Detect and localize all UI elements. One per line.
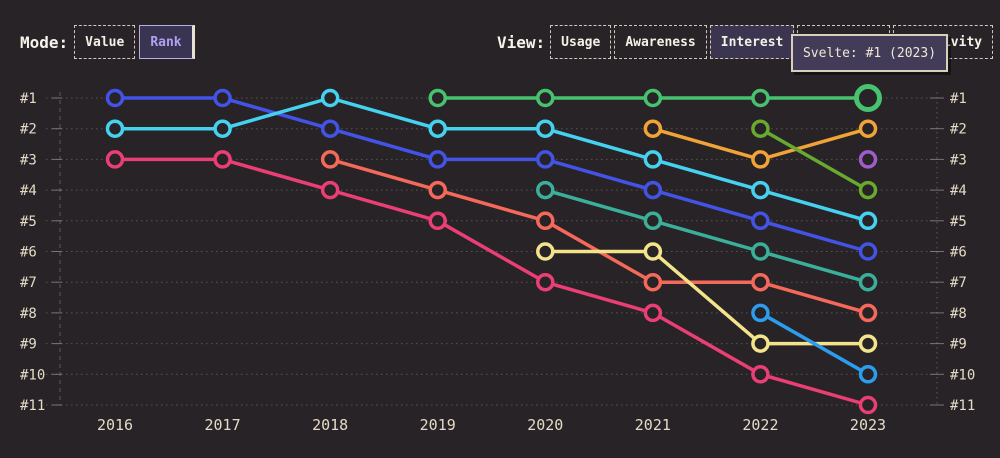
marker-salmon-2021[interactable]	[643, 272, 663, 292]
marker-blue-2022[interactable]	[751, 211, 770, 231]
rank-label-right: #2	[950, 122, 967, 138]
view-usage-button[interactable]: Usage	[550, 25, 612, 59]
marker-grass-green-2023[interactable]	[858, 180, 878, 200]
year-label: 2020	[527, 416, 563, 434]
rank-label-right: #4	[950, 183, 967, 199]
series-line-pink	[113, 157, 870, 407]
view-interest-button[interactable]: Interest	[709, 25, 795, 59]
rank-label-right: #7	[950, 275, 967, 291]
marker-yellow-2023[interactable]	[858, 334, 878, 353]
mode-label: Mode:	[20, 32, 69, 52]
rank-label-right: #10	[950, 367, 975, 383]
marker-pink-2018[interactable]	[320, 180, 340, 200]
marker-blue-2023[interactable]	[858, 242, 878, 261]
rank-label-right: #9	[950, 337, 967, 353]
rank-label-left: #7	[20, 275, 37, 291]
year-label: 2016	[97, 416, 133, 434]
marker-cyan-2022[interactable]	[751, 180, 770, 200]
rank-label-left: #11	[20, 398, 45, 414]
marker-pink-2020[interactable]	[536, 272, 555, 292]
rank-label-right: #11	[950, 398, 975, 414]
marker-salmon-2023[interactable]	[858, 303, 878, 323]
marker-yellow-2021[interactable]	[643, 242, 663, 261]
marker-cyan-2018[interactable]	[320, 88, 340, 108]
mode-toggle-group: Mode: Value Rank	[20, 25, 195, 59]
tooltip-text: Svelte: #1 (2023)	[802, 45, 937, 61]
marker-cyan-2023[interactable]	[858, 211, 878, 231]
rank-label-left: #2	[20, 122, 37, 138]
rank-label-right: #6	[950, 245, 967, 261]
rank-label-left: #5	[20, 214, 37, 230]
rank-label-right: #3	[950, 152, 967, 168]
year-label: 2017	[205, 416, 241, 434]
mode-value-button[interactable]: Value	[74, 25, 136, 59]
marker-teal-2021[interactable]	[643, 211, 663, 231]
marker-orange-2022[interactable]	[751, 150, 770, 169]
year-label: 2023	[850, 416, 886, 434]
marker-cyan-2017[interactable]	[213, 119, 232, 138]
rank-label-left: #4	[20, 183, 37, 199]
marker-teal-2023[interactable]	[858, 272, 878, 292]
marker-salmon-2022[interactable]	[751, 272, 770, 292]
year-label: 2021	[635, 416, 671, 434]
rank-label-left: #3	[20, 152, 37, 168]
series-line-teal	[543, 188, 870, 284]
view-awareness-button[interactable]: Awareness	[614, 25, 707, 59]
marker-svelte-green-2023[interactable]	[853, 84, 882, 112]
marker-blue-2016[interactable]	[105, 88, 125, 108]
marker-blue-2021[interactable]	[643, 180, 663, 200]
year-label: 2018	[312, 416, 348, 434]
marker-purple-2023[interactable]	[858, 150, 878, 169]
marker-blue-2020[interactable]	[536, 150, 555, 169]
rank-label-left: #1	[20, 91, 37, 107]
rank-label-right: #1	[950, 91, 967, 107]
marker-cyan-2020[interactable]	[536, 119, 555, 138]
year-label: 2022	[742, 416, 778, 434]
year-label: 2019	[420, 416, 456, 434]
rank-label-right: #5	[950, 214, 967, 230]
marker-orange-2023[interactable]	[858, 119, 878, 138]
marker-light-blue-2022[interactable]	[751, 303, 770, 323]
rank-label-left: #10	[20, 367, 45, 383]
marker-cyan-2019[interactable]	[428, 119, 447, 138]
series-line-light-blue	[758, 311, 870, 377]
rank-label-right: #8	[950, 306, 967, 322]
rank-label-left: #9	[20, 337, 37, 353]
marker-teal-2020[interactable]	[536, 180, 555, 200]
marker-blue-2019[interactable]	[428, 150, 447, 169]
series-line-salmon	[328, 157, 870, 315]
rank-label-left: #8	[20, 306, 37, 322]
marker-grass-green-2022[interactable]	[751, 119, 770, 138]
view-label: View:	[497, 32, 546, 52]
marker-teal-2022[interactable]	[751, 242, 770, 261]
marker-blue-2018[interactable]	[320, 119, 340, 138]
marker-orange-2021[interactable]	[643, 119, 663, 138]
marker-pink-2019[interactable]	[428, 211, 447, 231]
marker-salmon-2018[interactable]	[320, 150, 340, 169]
series-line-blue	[113, 96, 870, 254]
marker-pink-2021[interactable]	[643, 303, 663, 323]
marker-salmon-2019[interactable]	[428, 180, 447, 200]
marker-light-blue-2023[interactable]	[858, 365, 878, 384]
marker-svelte-green-2022[interactable]	[751, 88, 770, 108]
mode-rank-button[interactable]: Rank	[139, 25, 195, 59]
marker-pink-2023[interactable]	[858, 395, 878, 415]
marker-yellow-2020[interactable]	[536, 242, 555, 261]
rank-label-left: #6	[20, 245, 37, 261]
marker-blue-2017[interactable]	[213, 88, 232, 108]
marker-salmon-2020[interactable]	[536, 211, 555, 231]
marker-svelte-green-2021[interactable]	[643, 88, 663, 108]
hover-tooltip: Svelte: #1 (2023)	[791, 34, 948, 72]
marker-yellow-2022[interactable]	[751, 334, 770, 353]
series-line-cyan	[113, 96, 870, 223]
marker-cyan-2021[interactable]	[643, 150, 663, 169]
marker-pink-2016[interactable]	[105, 150, 125, 169]
marker-svelte-green-2019[interactable]	[428, 88, 447, 108]
marker-cyan-2016[interactable]	[105, 119, 125, 138]
series-line-grass-green	[758, 126, 870, 192]
marker-pink-2022[interactable]	[751, 365, 770, 384]
marker-svelte-green-2020[interactable]	[536, 88, 555, 108]
marker-pink-2017[interactable]	[213, 150, 232, 169]
